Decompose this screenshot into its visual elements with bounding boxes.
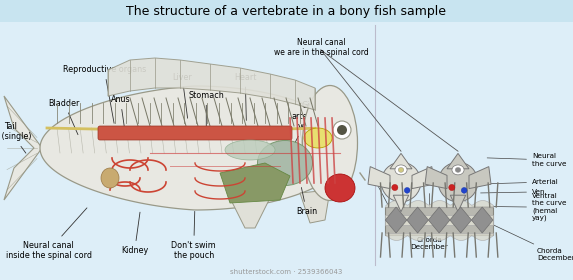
Text: Tail
fin (single): Tail fin (single) <box>0 122 32 153</box>
Ellipse shape <box>325 174 355 202</box>
Text: Heart: Heart <box>234 73 257 120</box>
Polygon shape <box>220 163 290 203</box>
Text: Reproductive organs: Reproductive organs <box>62 65 146 123</box>
Text: Ventral
the curve
(hemal
yay): Ventral the curve (hemal yay) <box>472 193 567 221</box>
Text: Chorda
December: Chorda December <box>485 221 573 261</box>
Polygon shape <box>469 167 491 189</box>
Text: shutterstock.com · 2539366043: shutterstock.com · 2539366043 <box>230 269 343 275</box>
Ellipse shape <box>452 165 464 175</box>
Text: Kidney: Kidney <box>121 212 148 255</box>
FancyBboxPatch shape <box>98 126 292 140</box>
Polygon shape <box>429 207 450 233</box>
Ellipse shape <box>257 141 312 186</box>
Text: Neural canal
we are in the spinal cord: Neural canal we are in the spinal cord <box>273 38 368 57</box>
Text: Anus: Anus <box>111 95 130 128</box>
Text: Neural canal
inside the spinal cord: Neural canal inside the spinal cord <box>6 208 92 260</box>
Ellipse shape <box>381 162 421 202</box>
Ellipse shape <box>303 85 358 200</box>
Text: Arterial: Arterial <box>478 179 559 185</box>
Text: Rib: Rib <box>371 173 399 220</box>
Text: The structure of a vertebrate in a bony fish sample: The structure of a vertebrate in a bony … <box>127 4 446 17</box>
Ellipse shape <box>456 167 461 172</box>
Text: Chorda
December: Chorda December <box>411 193 449 250</box>
Text: Ven: Ven <box>481 189 545 195</box>
Polygon shape <box>425 167 447 189</box>
Ellipse shape <box>398 167 404 172</box>
Ellipse shape <box>392 185 398 191</box>
Text: Don't swim
the pouch: Don't swim the pouch <box>171 211 216 260</box>
Polygon shape <box>368 167 390 189</box>
Text: Gill
arteries,
veins: Gill arteries, veins <box>292 101 325 146</box>
Polygon shape <box>447 153 469 169</box>
Polygon shape <box>472 207 493 233</box>
Polygon shape <box>412 167 434 189</box>
Polygon shape <box>450 195 466 212</box>
Polygon shape <box>230 198 270 228</box>
Text: Stomach: Stomach <box>189 91 224 134</box>
Ellipse shape <box>333 121 351 139</box>
Polygon shape <box>300 190 330 223</box>
Text: Bladder: Bladder <box>49 99 80 135</box>
Text: Neural
the curve: Neural the curve <box>487 153 567 167</box>
Polygon shape <box>108 58 315 110</box>
Polygon shape <box>393 195 409 212</box>
Ellipse shape <box>438 162 478 202</box>
Ellipse shape <box>225 140 275 160</box>
FancyBboxPatch shape <box>385 215 493 225</box>
Polygon shape <box>40 86 350 210</box>
Polygon shape <box>407 207 429 233</box>
Ellipse shape <box>461 188 467 193</box>
Ellipse shape <box>395 165 407 175</box>
FancyBboxPatch shape <box>0 0 573 22</box>
Ellipse shape <box>337 125 347 135</box>
Polygon shape <box>385 207 407 233</box>
FancyBboxPatch shape <box>385 207 493 235</box>
Polygon shape <box>450 207 472 233</box>
Text: Liver: Liver <box>172 73 192 118</box>
Ellipse shape <box>405 188 410 193</box>
Text: Brain: Brain <box>296 188 317 216</box>
Ellipse shape <box>449 185 455 191</box>
Polygon shape <box>390 153 412 169</box>
Ellipse shape <box>304 128 332 148</box>
Polygon shape <box>4 96 42 200</box>
Ellipse shape <box>101 168 119 188</box>
